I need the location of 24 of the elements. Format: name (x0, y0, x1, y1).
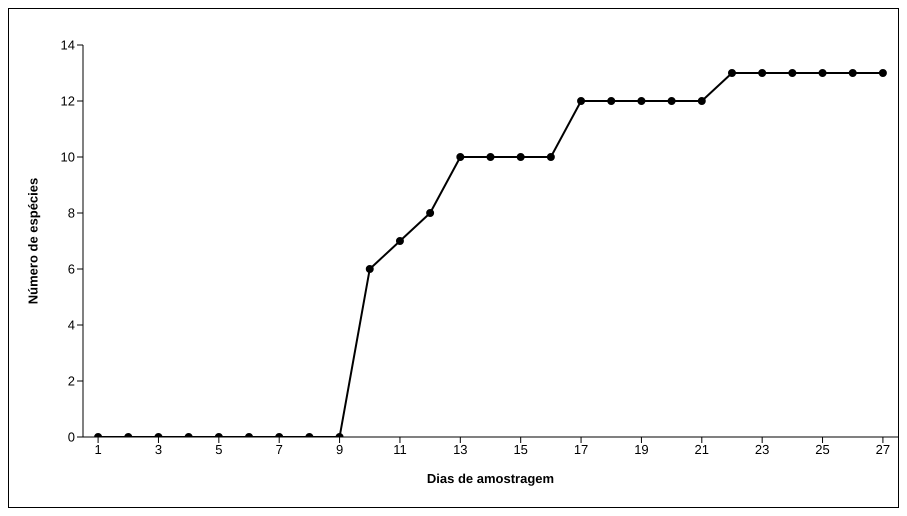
x-tick-label: 13 (453, 442, 468, 458)
x-tick-label: 15 (513, 442, 528, 458)
y-tick-label: 8 (68, 206, 75, 221)
x-axis-title: Dias de amostragem (426, 471, 554, 486)
y-tick-label: 6 (68, 262, 75, 277)
y-tick-label: 10 (60, 150, 75, 165)
x-tick-label: 27 (876, 442, 890, 458)
y-tick-label: 12 (60, 94, 75, 109)
y-axis-title: Número de espécies (26, 178, 41, 304)
x-tick-label: 3 (154, 442, 162, 458)
x-tick-label: 5 (215, 442, 222, 458)
x-tick-label: 1 (94, 442, 102, 458)
y-tick-label: 2 (68, 374, 75, 389)
x-tick-label: 9 (336, 442, 344, 458)
x-tick-label: 19 (634, 442, 649, 458)
x-tick-label: 11 (393, 442, 407, 458)
y-tick-label: 4 (68, 318, 75, 333)
y-tick-label: 14 (60, 38, 75, 53)
x-tick-label: 21 (694, 442, 710, 458)
y-tick-label: 0 (68, 430, 75, 445)
x-tick-label: 25 (815, 442, 830, 458)
x-tick-label: 23 (754, 442, 770, 458)
x-tick-label: 7 (276, 442, 283, 458)
x-tick-label: 17 (574, 442, 588, 458)
